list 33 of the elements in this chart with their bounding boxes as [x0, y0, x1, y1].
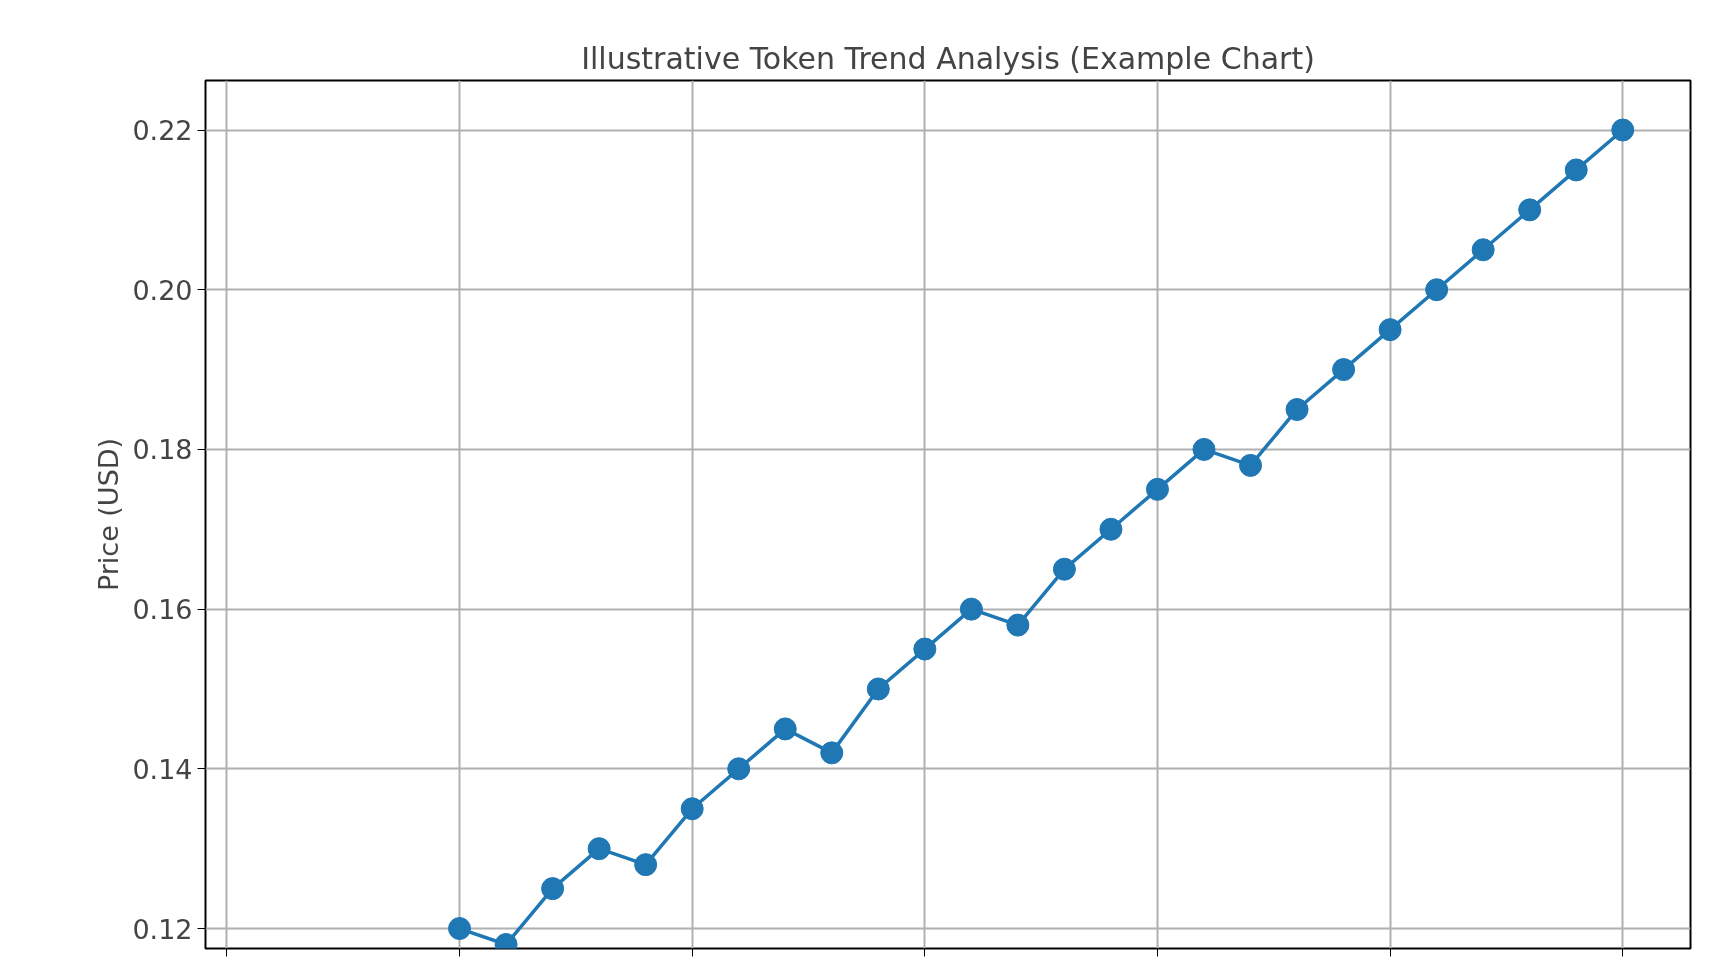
- point: [448, 917, 472, 941]
- point: [1425, 278, 1449, 302]
- point: [820, 741, 844, 765]
- point: [634, 853, 658, 877]
- y-tick-label: 0.16: [132, 594, 193, 626]
- point: [1006, 613, 1030, 637]
- point: [1611, 118, 1635, 142]
- point: [1145, 477, 1169, 501]
- y-tick-label: 0.12: [132, 913, 193, 945]
- y-tick-label: 0.20: [132, 274, 193, 306]
- point: [727, 757, 751, 781]
- point: [680, 797, 704, 821]
- point: [1099, 517, 1123, 541]
- y-axis-title: Price (USD): [93, 437, 125, 592]
- y-tick-label: 0.18: [132, 434, 193, 466]
- point: [1192, 437, 1216, 461]
- point: [913, 637, 937, 661]
- point: [587, 837, 611, 861]
- chart-title: Illustrative Token Trend Analysis (Example Chart): [581, 40, 1315, 76]
- point: [1332, 358, 1356, 382]
- point: [1471, 238, 1495, 262]
- point: [1052, 557, 1076, 581]
- point: [1239, 453, 1263, 477]
- point: [866, 677, 890, 701]
- y-tick-label: 0.14: [132, 753, 193, 785]
- point: [959, 597, 983, 621]
- point: [1378, 318, 1402, 342]
- point: [1564, 158, 1588, 182]
- point: [541, 877, 565, 901]
- point: [1518, 198, 1542, 222]
- y-tick-label: 0.22: [132, 115, 193, 147]
- point: [1285, 398, 1309, 421]
- point: [773, 717, 797, 741]
